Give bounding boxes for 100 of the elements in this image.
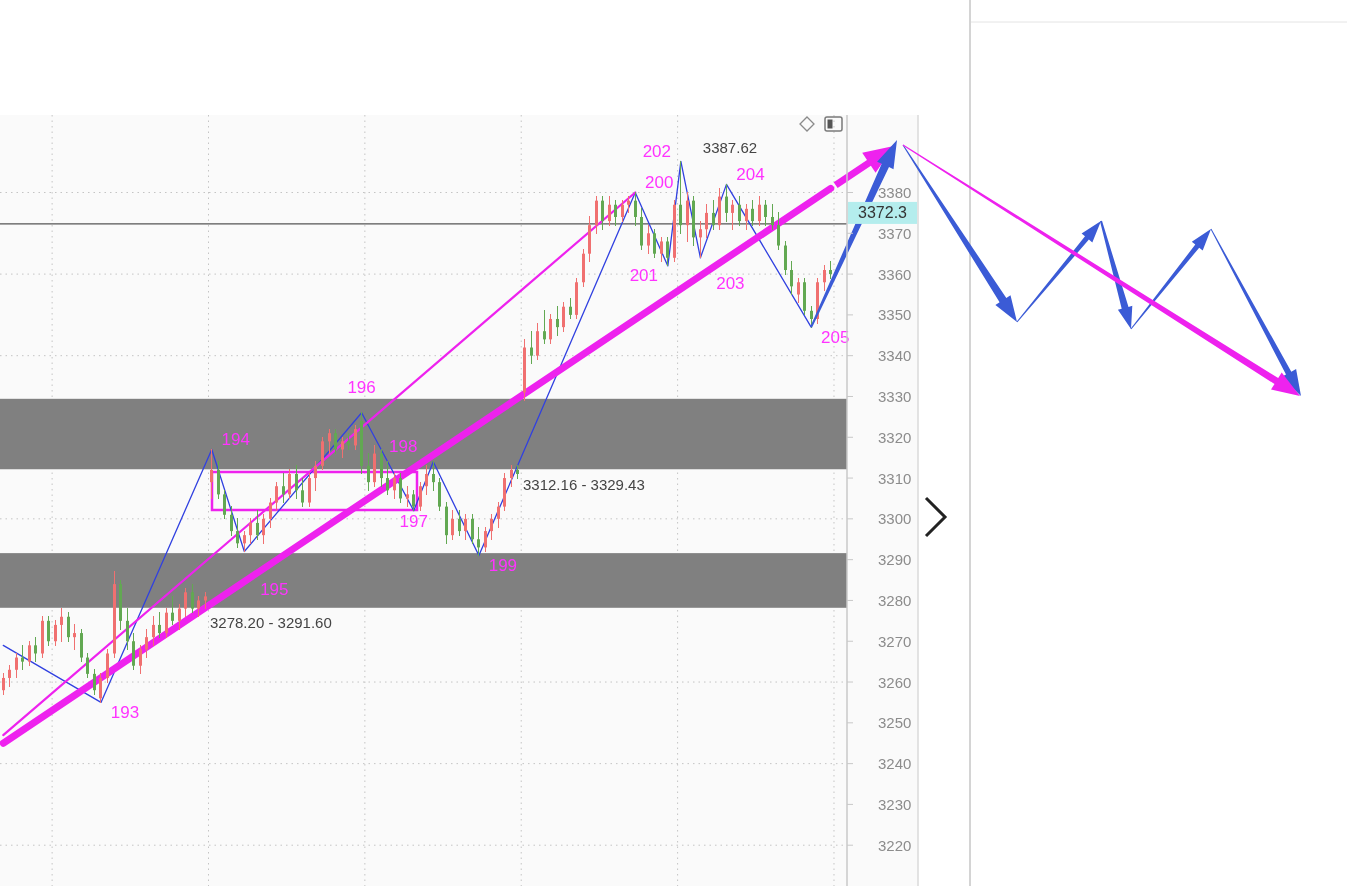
candlestick: [275, 481, 278, 512]
candlestick: [660, 236, 663, 263]
candlestick: [145, 628, 148, 659]
candlestick: [73, 623, 76, 651]
y-tick-label: 3250: [878, 714, 912, 732]
candlestick: [614, 199, 617, 227]
annotation: 200: [645, 173, 674, 193]
candlestick: [393, 472, 396, 500]
candlestick: [54, 619, 57, 647]
candlestick: [8, 664, 11, 688]
candlestick: [210, 448, 213, 500]
candlestick: [367, 452, 370, 492]
annotation: 194: [221, 430, 250, 450]
candlestick: [86, 652, 89, 679]
y-tick-label: 3240: [878, 755, 912, 773]
candlestick: [243, 530, 246, 553]
candlestick: [771, 203, 774, 231]
candlestick: [269, 497, 272, 529]
candlestick: [562, 301, 565, 333]
candlestick: [738, 195, 741, 227]
annotation: 199: [488, 556, 518, 576]
candlestick: [569, 297, 572, 320]
candlestick: [556, 305, 559, 337]
candlestick: [165, 607, 168, 639]
candlestick: [60, 607, 63, 643]
candlestick: [152, 615, 155, 647]
candlestick: [236, 517, 239, 549]
candlestick: [653, 228, 656, 259]
candlestick: [406, 485, 409, 508]
ref-line-label: 3372.3: [858, 204, 908, 222]
y-tick-label: 3220: [878, 836, 912, 854]
candlestick: [634, 191, 637, 227]
candlestick: [230, 505, 233, 537]
candlestick: [601, 195, 604, 231]
y-tick-label: 3380: [878, 184, 912, 202]
y-tick-label: 3290: [878, 551, 912, 569]
candlestick: [184, 587, 187, 618]
candlestick: [47, 615, 50, 647]
candlestick: [412, 489, 415, 512]
y-tick-label: 3230: [878, 795, 912, 813]
candlestick: [699, 220, 702, 259]
candlestick: [341, 436, 344, 459]
y-tick-label: 3260: [878, 673, 912, 691]
candlestick: [34, 636, 37, 663]
candlestick: [126, 607, 129, 651]
candlestick: [21, 644, 24, 671]
candlestick: [790, 260, 793, 296]
annotation: 195: [260, 579, 289, 599]
candlestick: [178, 603, 181, 631]
candlestick: [249, 517, 252, 545]
annotation: 193: [110, 702, 140, 722]
candlestick: [490, 513, 493, 541]
candlestick: [191, 583, 194, 614]
candlestick: [758, 195, 761, 227]
candlestick: [823, 264, 826, 292]
candlestick: [608, 195, 611, 227]
candlestick: [334, 428, 337, 455]
candlestick: [810, 305, 813, 329]
candlestick: [99, 672, 102, 704]
band-label: 3278.20 - 3291.60: [210, 614, 332, 632]
candlestick: [2, 672, 5, 696]
annotation: 205: [820, 327, 850, 347]
candlestick: [647, 224, 650, 255]
y-tick-label: 3320: [878, 428, 912, 446]
candlestick: [295, 464, 298, 500]
candlestick: [282, 472, 285, 504]
annotation: 204: [736, 164, 765, 184]
candlestick: [301, 477, 304, 508]
candlestick: [451, 509, 454, 541]
y-tick-label: 3310: [878, 469, 912, 487]
candlestick: [28, 640, 31, 667]
y-tick-label: 3350: [878, 306, 912, 324]
candlestick: [471, 513, 474, 545]
candlestick: [497, 501, 500, 529]
candlestick: [432, 460, 435, 492]
annotation: 196: [347, 378, 376, 398]
y-tick-label: 3360: [878, 265, 912, 283]
candlestick: [530, 330, 533, 365]
annotation: 201: [629, 266, 659, 286]
annotation: 3387.62: [702, 139, 758, 157]
candlestick: [731, 199, 734, 231]
y-tick-label: 3300: [878, 510, 912, 528]
candlestick: [705, 203, 708, 239]
candlestick: [751, 199, 754, 227]
candlestick: [777, 211, 780, 251]
candlestick: [262, 513, 265, 545]
candlestick: [139, 644, 142, 675]
candlestick: [745, 203, 748, 231]
candlestick: [549, 313, 552, 345]
annotation: 203: [716, 274, 745, 294]
candlestick: [256, 509, 259, 541]
candlestick: [484, 526, 487, 553]
candlestick: [328, 428, 331, 455]
annotation: 197: [399, 512, 428, 532]
candlestick: [425, 464, 428, 496]
y-tick-label: 3330: [878, 387, 912, 405]
candlestick: [171, 595, 174, 626]
candlestick: [679, 160, 682, 235]
candlestick: [354, 424, 357, 451]
candlestick: [464, 513, 467, 541]
